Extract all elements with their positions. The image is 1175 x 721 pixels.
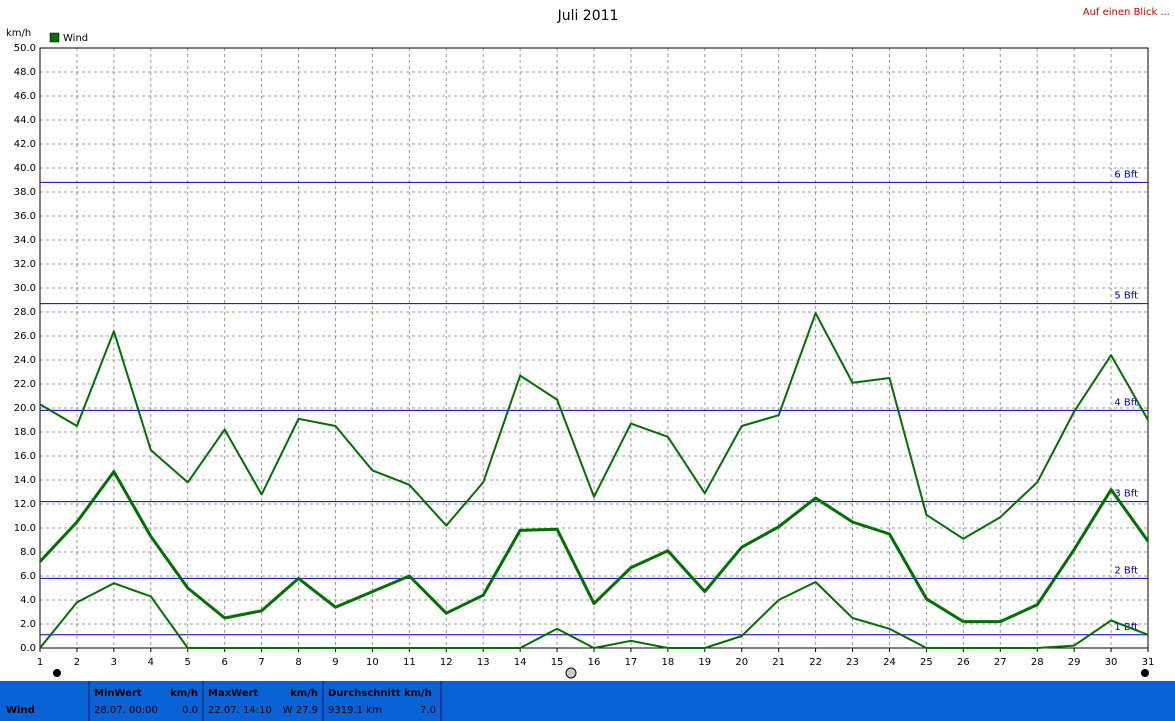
link[interactable]: Auf einen Blick ... <box>1083 7 1170 18</box>
y-tick-label: 16.0 <box>14 451 36 462</box>
status-panel: Durchschnitt km/h 9319.1 km 7.0 <box>324 681 442 721</box>
y-tick-label: 22.0 <box>14 379 36 390</box>
status-bar: Wind MinWert km/h 28.07. 00:00 0.0 MaxWe… <box>0 681 1175 721</box>
y-tick-label: 32.0 <box>14 259 36 270</box>
y-tick-label: 8.0 <box>20 547 36 558</box>
x-tick-label: 20 <box>735 657 748 668</box>
x-tick-label: 19 <box>698 657 711 668</box>
y-tick-label: 36.0 <box>14 211 36 222</box>
x-tick-label: 26 <box>957 657 970 668</box>
x-tick-label: 4 <box>148 657 154 668</box>
x-tick-label: 9 <box>332 657 338 668</box>
bft-label: 4 Bft <box>1114 397 1138 408</box>
panel-unit: km/h <box>170 688 198 699</box>
nav-button[interactable] <box>565 667 577 679</box>
x-tick-label: 8 <box>295 657 301 668</box>
y-tick-label: 24.0 <box>14 355 36 366</box>
bft-label: 3 Bft <box>1114 489 1138 500</box>
legend-label: Wind <box>63 33 88 44</box>
panel-unit: km/h <box>290 688 318 699</box>
x-tick-label: 5 <box>185 657 191 668</box>
y-tick-label: 18.0 <box>14 427 36 438</box>
x-tick-label: 24 <box>883 657 896 668</box>
y-tick-label: 20.0 <box>14 403 36 414</box>
y-tick-label: 14.0 <box>14 475 36 486</box>
y-unit: km/h <box>6 28 31 39</box>
status-label: Wind <box>6 705 35 716</box>
y-tick-label: 30.0 <box>14 283 36 294</box>
status-panel: MinWert km/h 28.07. 00:00 0.0 <box>90 681 204 721</box>
bft-label: 6 Bft <box>1114 169 1138 180</box>
y-tick-label: 28.0 <box>14 307 36 318</box>
x-tick-label: 23 <box>846 657 859 668</box>
nav-button[interactable] <box>53 669 61 677</box>
panel-title: MinWert <box>94 688 142 699</box>
y-tick-label: 10.0 <box>14 523 36 534</box>
legend-swatch <box>49 32 60 43</box>
x-tick-label: 14 <box>514 657 527 668</box>
bft-label: 2 Bft <box>1114 565 1138 576</box>
wind-line <box>38 470 1150 624</box>
x-tick-label: 17 <box>625 657 638 668</box>
y-tick-label: 6.0 <box>20 571 36 582</box>
x-tick-label: 7 <box>258 657 264 668</box>
nav-button[interactable] <box>1141 669 1149 677</box>
x-tick-label: 29 <box>1068 657 1081 668</box>
x-tick-label: 18 <box>661 657 674 668</box>
status-cell: Wind <box>0 681 90 721</box>
x-tick-label: 6 <box>221 657 227 668</box>
panel-date: 28.07. 00:00 <box>94 705 158 716</box>
panel-date: 22.07. 14:10 <box>208 705 272 716</box>
y-tick-label: 44.0 <box>14 115 36 126</box>
panel-value: 0.0 <box>182 705 198 716</box>
x-tick-label: 28 <box>1031 657 1044 668</box>
y-tick-label: 50.0 <box>14 43 36 54</box>
y-tick-label: 46.0 <box>14 91 36 102</box>
chart-title: Juli 2011 <box>557 8 619 24</box>
x-tick-label: 13 <box>477 657 490 668</box>
y-tick-label: 42.0 <box>14 139 36 150</box>
x-tick-label: 15 <box>551 657 564 668</box>
panel-title: MaxWert <box>208 688 259 699</box>
x-tick-label: 22 <box>809 657 822 668</box>
x-tick-label: 21 <box>772 657 785 668</box>
panel-title: Durchschnitt km/h <box>328 688 432 699</box>
x-tick-label: 30 <box>1105 657 1118 668</box>
x-tick-label: 2 <box>74 657 80 668</box>
x-tick-label: 10 <box>366 657 379 668</box>
chart: Juli 2011 Auf einen Blick ... km/h Wind … <box>6 7 1170 679</box>
y-tick-label: 2.0 <box>20 619 36 630</box>
y-tick-label: 40.0 <box>14 163 36 174</box>
y-tick-label: 4.0 <box>20 595 36 606</box>
x-tick-label: 1 <box>37 657 43 668</box>
bft-label: 5 Bft <box>1114 291 1138 302</box>
x-tick-label: 16 <box>588 657 601 668</box>
x-tick-label: 27 <box>994 657 1007 668</box>
x-tick-label: 31 <box>1142 657 1155 668</box>
x-tick-label: 3 <box>111 657 117 668</box>
panel-value: W 27.9 <box>282 705 318 716</box>
wind-line <box>39 312 1149 540</box>
x-tick-label: 25 <box>920 657 933 668</box>
y-tick-label: 48.0 <box>14 67 36 78</box>
panel-value: 7.0 <box>420 705 436 716</box>
status-panel: MaxWert km/h 22.07. 14:10 W 27.9 <box>204 681 324 721</box>
y-tick-label: 26.0 <box>14 331 36 342</box>
x-tick-label: 12 <box>440 657 453 668</box>
y-tick-label: 0.0 <box>20 643 36 654</box>
x-tick-label: 11 <box>403 657 416 668</box>
y-tick-label: 12.0 <box>14 499 36 510</box>
wind-line <box>39 581 1149 649</box>
y-tick-label: 34.0 <box>14 235 36 246</box>
y-tick-label: 38.0 <box>14 187 36 198</box>
panel-date: 9319.1 km <box>328 705 382 716</box>
